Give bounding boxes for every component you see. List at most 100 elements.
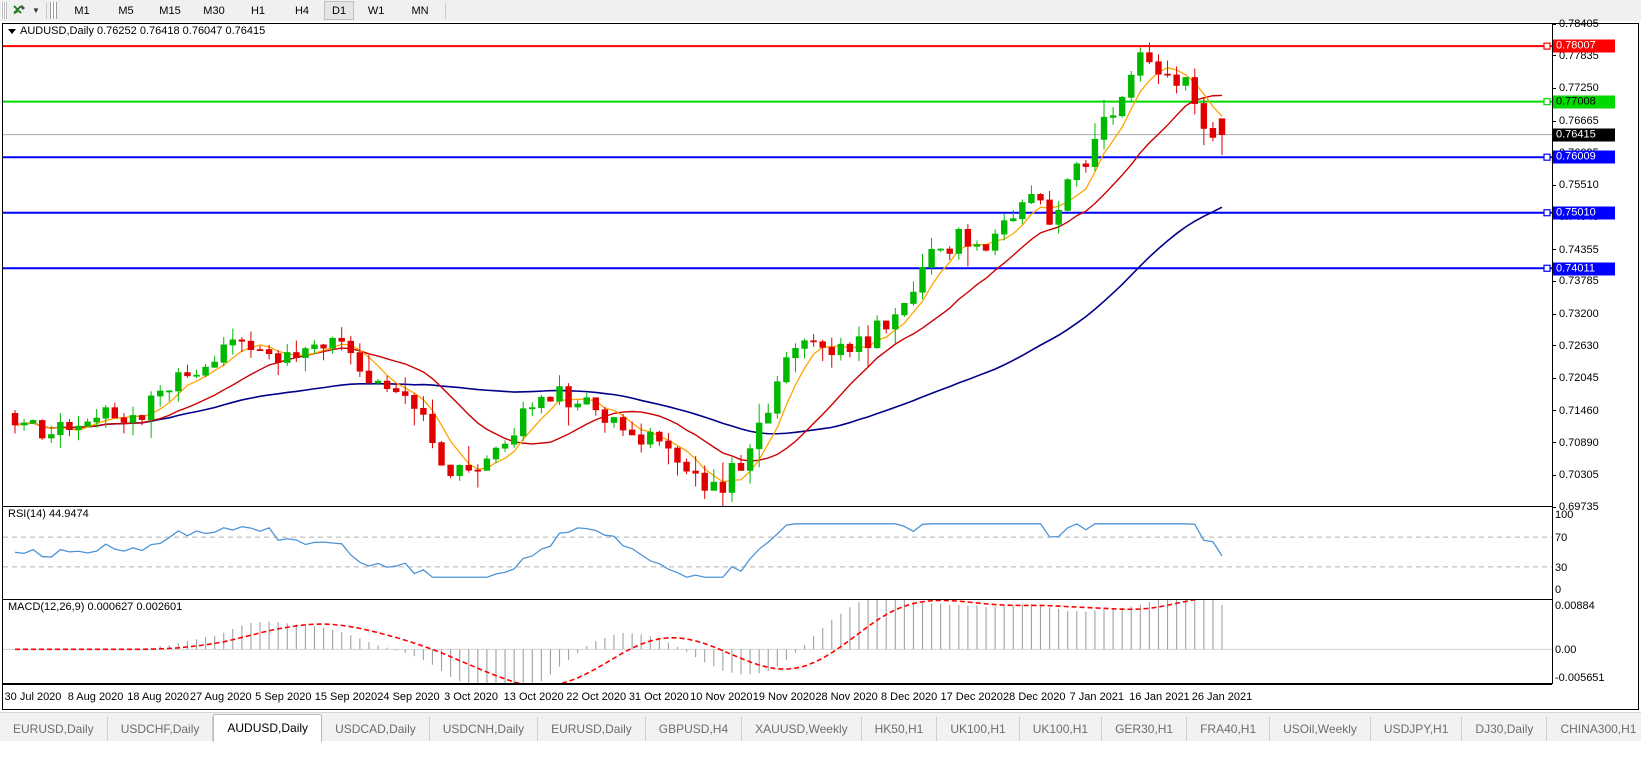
timeframe-h4[interactable]: H4 — [294, 4, 310, 17]
crosshair-cursor-icon[interactable] — [9, 1, 29, 20]
chart-tab-hk50-h1[interactable]: HK50,H1 — [862, 717, 938, 741]
chart-tab-usdchf-daily[interactable]: USDCHF,Daily — [108, 717, 214, 741]
date-tick-14: 8 Dec 2020 — [880, 691, 938, 703]
price-tick-0.74355: 0.74355 — [1553, 244, 1599, 256]
price-label-support-line-blue-3[interactable]: 0.74011 — [1553, 262, 1615, 276]
resistance-line-green-handle[interactable] — [1543, 98, 1551, 106]
toolbar-dropdown-arrow-icon[interactable]: ▼ — [32, 6, 40, 15]
candle — [274, 349, 282, 376]
candle — [1164, 60, 1171, 78]
timeframe-m30[interactable]: M30 — [203, 4, 225, 17]
chart-tab-dj30-daily[interactable]: DJ30,Daily — [1462, 717, 1548, 741]
price-label-support-line-blue-1[interactable]: 0.76009 — [1553, 150, 1615, 164]
timeframe-drag-handle[interactable] — [50, 2, 57, 19]
candle — [20, 418, 28, 431]
candle — [1091, 123, 1099, 172]
macd-plot — [3, 600, 1552, 683]
ma-fast-line — [14, 67, 1223, 483]
chart-window-border — [2, 23, 1639, 710]
timeframe-d1[interactable]: D1 — [324, 1, 355, 20]
candle — [529, 402, 536, 416]
candle — [783, 352, 790, 384]
price-scale[interactable]: 0.784050.778350.772500.766650.760950.755… — [1552, 18, 1638, 684]
timeframe-m1[interactable]: M1 — [74, 4, 90, 17]
chart-tab-audusd-daily[interactable]: AUDUSD,Daily — [213, 714, 323, 742]
candle — [765, 403, 772, 424]
candle — [39, 419, 46, 440]
rsi-tick-0: 0 — [1555, 584, 1562, 596]
timeframe-group: M1 M5 M15 M30 H1 H4 D1 W1 MN — [60, 1, 442, 20]
timeframe-mn[interactable]: MN — [411, 4, 429, 17]
rsi-pane[interactable]: RSI(14) 44.9474 — [3, 507, 1552, 600]
macd-pane[interactable]: MACD(12,26,9) 0.000627 0.002601 — [3, 600, 1552, 684]
chart-tab-bar: EURUSD,Daily USDCHF,Daily AUDUSD,Daily USDC… — [0, 712, 1641, 766]
ma-slow-line — [14, 206, 1223, 435]
candle — [955, 227, 963, 260]
candle — [574, 399, 581, 411]
candle — [311, 340, 318, 354]
price-label-resistance-line-red[interactable]: 0.78007 — [1553, 39, 1615, 53]
candle — [1028, 185, 1035, 204]
candle — [1109, 107, 1117, 125]
chart-tab-usdcnh-daily[interactable]: USDCNH,Daily — [430, 717, 539, 741]
chart-tab-gbpusd-h4[interactable]: GBPUSD,H4 — [646, 717, 743, 741]
support-line-blue-1-handle[interactable] — [1543, 153, 1551, 161]
resistance-line-red-handle[interactable] — [1543, 42, 1551, 50]
price-label-resistance-line-green[interactable]: 0.77008 — [1553, 95, 1615, 109]
price-label-current-price-line[interactable]: 0.76415 — [1553, 128, 1615, 142]
candle — [402, 377, 409, 404]
candle — [293, 340, 300, 362]
candle — [828, 337, 835, 368]
candle — [982, 244, 990, 252]
candle — [256, 345, 264, 352]
candle — [510, 427, 518, 448]
support-line-blue-2-handle[interactable] — [1543, 209, 1551, 217]
date-tick-12: 19 Nov 2020 — [752, 691, 816, 703]
chart-tab-eurusd-daily[interactable]: EURUSD,Daily — [538, 717, 646, 741]
chart-tab-fra40-h1[interactable]: FRA40,H1 — [1187, 717, 1271, 741]
candle — [138, 414, 146, 426]
timeframe-m15[interactable]: M15 — [159, 4, 181, 17]
toolbar-drag-handle[interactable] — [1, 2, 7, 19]
candle — [1055, 200, 1062, 234]
chart-tab-china300-h1[interactable]: CHINA300,H1 — [1547, 717, 1641, 741]
candle — [57, 413, 64, 448]
price-pane[interactable]: AUDUSD,Daily 0.76252 0.76418 0.76047 0.7… — [3, 24, 1552, 507]
candle — [883, 320, 890, 334]
date-tick-1: 8 Aug 2020 — [67, 691, 124, 703]
timeframe-h1[interactable]: H1 — [250, 4, 266, 17]
candle — [556, 375, 563, 406]
price-tick-0.77835: 0.77835 — [1553, 50, 1599, 62]
price-plot — [3, 42, 1552, 506]
candle — [1073, 161, 1081, 187]
candle — [991, 229, 999, 256]
chart-tab-uk100-h1[interactable]: UK100,H1 — [937, 717, 1020, 741]
candle — [120, 413, 128, 434]
price-tick-0.77250: 0.77250 — [1553, 82, 1599, 94]
candle — [964, 224, 972, 267]
candle — [1155, 54, 1162, 85]
candle — [392, 382, 400, 394]
chart-tab-eurusd-daily[interactable]: EURUSD,Daily — [0, 717, 108, 741]
chart-tab-usdjpy-h1[interactable]: USDJPY,H1 — [1371, 717, 1463, 741]
candle — [901, 302, 908, 317]
collapse-triangle-icon[interactable] — [8, 28, 16, 34]
candle — [365, 354, 373, 384]
chart-tab-usoil-weekly[interactable]: USOil,Weekly — [1270, 717, 1371, 741]
timeframe-w1[interactable]: W1 — [367, 4, 385, 17]
price-label-support-line-blue-2[interactable]: 0.75010 — [1553, 206, 1615, 220]
timeframe-m5[interactable]: M5 — [118, 4, 134, 17]
candle — [801, 338, 808, 359]
candle — [456, 464, 463, 481]
candle — [919, 253, 926, 300]
candle — [910, 281, 917, 306]
chart-tab-uk100-h1[interactable]: UK100,H1 — [1020, 717, 1103, 741]
candle — [755, 403, 763, 468]
date-tick-3: 27 Aug 2020 — [189, 691, 252, 703]
candle — [819, 339, 826, 361]
chart-tab-ger30-h1[interactable]: GER30,H1 — [1102, 717, 1188, 741]
chart-tab-xauusd-weekly[interactable]: XAUUSD,Weekly — [742, 717, 862, 741]
chart-tab-usdcad-daily[interactable]: USDCAD,Daily — [322, 717, 430, 741]
support-line-blue-3-handle[interactable] — [1543, 264, 1551, 272]
time-scale[interactable]: 30 Jul 2020 8 Aug 2020 18 Aug 2020 27 Aug 2… — [3, 684, 1552, 709]
